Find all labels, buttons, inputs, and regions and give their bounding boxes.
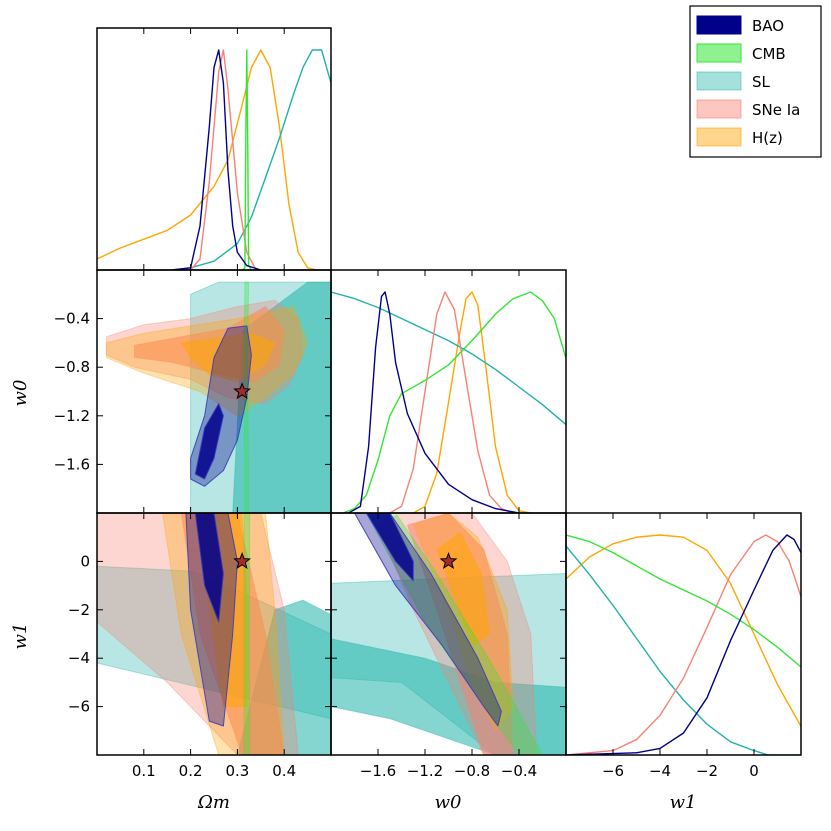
- legend-swatch-hz: [696, 127, 742, 147]
- panel-w0_w1-contours: [331, 513, 566, 755]
- marginal-w0-hz: [412, 291, 531, 513]
- marginal-Om-hz: [97, 49, 318, 270]
- contour-Om_w0-hz-1sigma: [180, 332, 276, 383]
- ytick-label-w0-1: −1.2: [54, 407, 90, 425]
- legend-label-cmb: CMB: [752, 45, 786, 63]
- marginal-w1-bao: [566, 534, 801, 755]
- marginal-w1: [566, 534, 801, 755]
- xtick-label-w1-1: −4: [649, 762, 671, 780]
- legend: BAO CMB SL SNe Ia H(z): [689, 5, 822, 158]
- panel-frame-1-1: [330, 269, 567, 514]
- contour-w0_w1-sn-1sigma: [406, 513, 514, 755]
- contour-Om_w1-bao-2sigma: [185, 513, 238, 727]
- xtick-label-w0-1: −1.2: [407, 762, 443, 780]
- xtick-label-w0-0: −1.6: [360, 762, 396, 780]
- legend-swatch-cmb: [696, 43, 742, 63]
- xtick-label-Om-2: 0.3: [225, 762, 249, 780]
- contour-Om_w1-cmb-2sigma: [243, 513, 251, 755]
- ytick-label-w1-0: −6: [68, 698, 90, 716]
- fiducial-star-w0_w1: [439, 552, 458, 570]
- marginal-Om-cmb: [241, 49, 252, 270]
- xtick-label-w1-3: 0: [749, 762, 759, 780]
- contour-Om_w1-bao-1sigma: [194, 513, 224, 623]
- panel-Om_w0-contours: [105, 281, 331, 513]
- marginal-w0-sl: [331, 291, 566, 426]
- panel-Om_w1-contours: [97, 513, 331, 755]
- ytick-label-w0-0: −1.6: [54, 455, 90, 473]
- marginal-w1-sn: [566, 534, 801, 755]
- w0-xaxis-label: w0: [435, 792, 462, 813]
- xtick-label-Om-1: 0.2: [179, 762, 203, 780]
- marginal-w0-sn: [389, 291, 514, 513]
- ytick-label-w0-3: −0.4: [54, 310, 90, 328]
- legend-label-bao: BAO: [752, 17, 784, 35]
- w1-xaxis-label: w1: [670, 792, 697, 813]
- xtick-label-w1-0: −6: [602, 762, 624, 780]
- xtick-label-Om-3: 0.4: [272, 762, 296, 780]
- ytick-label-w1-3: 0: [80, 552, 90, 570]
- contour-w0_w1-bao-2sigma: [354, 513, 502, 727]
- marginal-Om: [97, 49, 331, 270]
- contour-Om_w0-bao-1sigma: [194, 403, 224, 480]
- marginal-Om-bao: [171, 49, 262, 270]
- fiducial-star-Om_w1: [233, 552, 252, 570]
- panel-frame-2-2: [565, 512, 802, 756]
- contour-w0_w1-bao-1sigma: [365, 513, 414, 582]
- xtick-label-w0-2: −0.8: [454, 762, 490, 780]
- fiducial-star-Om_w0: [233, 382, 252, 400]
- marginal-w0: [331, 291, 566, 513]
- om-axis-label: Ωm: [197, 792, 230, 813]
- legend-swatch-sne: [696, 99, 742, 119]
- xtick-label-w1-2: −2: [696, 762, 718, 780]
- marginal-w0-bao: [348, 291, 520, 513]
- w1-yaxis-label: w1: [10, 623, 31, 650]
- marginal-w0-cmb: [342, 291, 566, 513]
- ytick-label-w1-2: −2: [68, 601, 90, 619]
- contour-w0_w1-hz-2sigma: [412, 513, 514, 732]
- marginal-w1-cmb: [566, 534, 801, 668]
- legend-label-hz: H(z): [752, 129, 783, 147]
- marginal-w1-sl: [566, 545, 801, 755]
- w0-yaxis-label: w0: [10, 380, 31, 407]
- legend-swatch-sl: [696, 71, 742, 91]
- marginal-Om-sl: [171, 49, 331, 270]
- legend-swatch-bao: [696, 15, 742, 35]
- ytick-label-w0-2: −0.8: [54, 358, 90, 376]
- panel-frame-0-0: [96, 27, 332, 271]
- ytick-label-w1-1: −4: [68, 649, 90, 667]
- xtick-label-Om-0: 0.1: [132, 762, 156, 780]
- legend-label-sl: SL: [752, 73, 771, 91]
- marginal-Om-sn: [190, 49, 257, 270]
- legend-label-sne: SNe Ia: [752, 101, 800, 119]
- xtick-label-w0-3: −0.4: [501, 762, 537, 780]
